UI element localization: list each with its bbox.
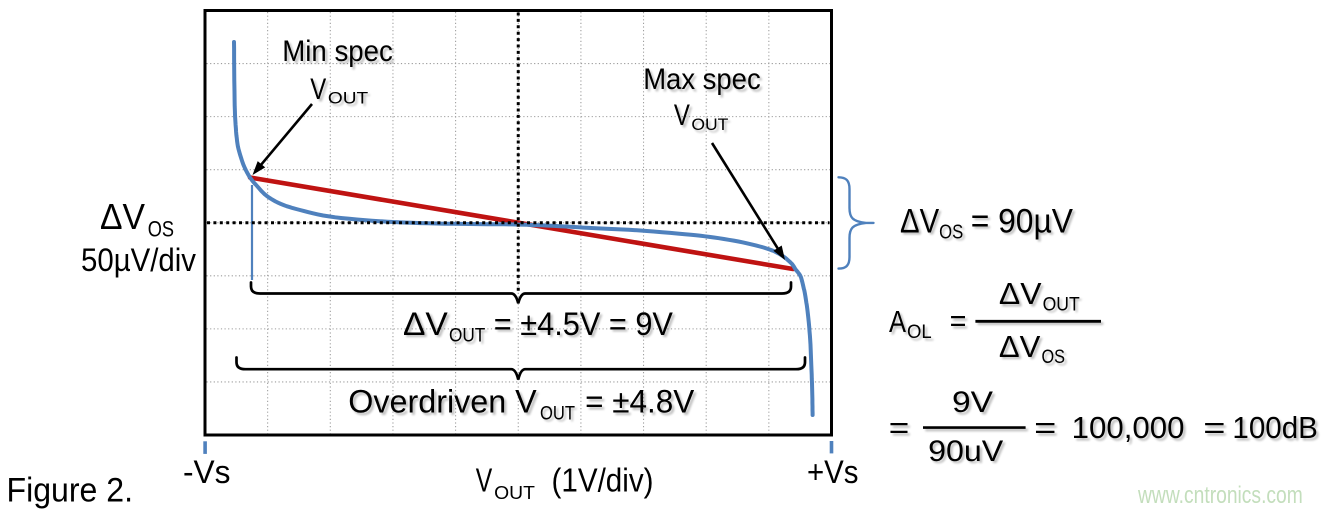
svg-text:Min spec: Min spec — [285, 37, 396, 70]
svg-text:ΔV: ΔV — [999, 329, 1041, 364]
svg-text:OUT: OUT — [451, 328, 488, 349]
svg-text:V: V — [476, 462, 493, 499]
svg-text:OS: OS — [939, 221, 963, 243]
svg-text:ΔV: ΔV — [405, 308, 450, 344]
svg-text:Overdriven V: Overdriven V — [351, 386, 540, 422]
svg-text:100dB: 100dB — [1235, 412, 1321, 447]
svg-text:OUT: OUT — [694, 118, 731, 136]
svg-text:=: = — [950, 303, 967, 338]
svg-text:Figure 2.: Figure 2. — [7, 472, 134, 510]
svg-text:OUT: OUT — [328, 90, 368, 108]
svg-text:ΔV: ΔV — [999, 276, 1042, 311]
svg-text:V: V — [310, 73, 326, 106]
svg-text:50µV/div: 50µV/div — [81, 242, 196, 278]
svg-text:OL: OL — [909, 324, 934, 345]
svg-text:OS: OS — [1044, 349, 1068, 370]
svg-text:=: = — [1034, 410, 1056, 445]
svg-text:9V: 9V — [954, 389, 995, 422]
svg-text:OS: OS — [1042, 347, 1066, 368]
svg-text:= ±4.5V = 9V: = ±4.5V = 9V — [496, 308, 675, 344]
svg-text:-Vs: -Vs — [183, 454, 231, 490]
svg-text:ΔV: ΔV — [902, 205, 941, 243]
svg-text:A: A — [889, 304, 906, 339]
svg-text:ΔV: ΔV — [900, 202, 939, 240]
svg-text:OS: OS — [941, 224, 965, 246]
svg-text:=: = — [1203, 410, 1225, 445]
svg-text:V: V — [313, 75, 329, 108]
svg-text:V: V — [676, 102, 692, 135]
svg-text:ΔV: ΔV — [1001, 331, 1043, 366]
svg-text:= ±4.8V: = ±4.8V — [585, 384, 695, 420]
svg-text:9V: 9V — [952, 386, 993, 419]
svg-text:OUT: OUT — [1043, 294, 1080, 315]
svg-text:90uV: 90uV — [928, 435, 1003, 468]
svg-text:Min spec: Min spec — [282, 35, 393, 68]
svg-text:OUT: OUT — [691, 116, 728, 134]
svg-text:www.cntronics.com: www.cntronics.com — [1137, 482, 1303, 509]
svg-text:OUT: OUT — [449, 326, 486, 347]
svg-text:ΔV: ΔV — [1001, 278, 1044, 313]
svg-text:=: = — [889, 410, 910, 445]
svg-text:OUT: OUT — [542, 406, 577, 427]
svg-text:= ±4.8V: = ±4.8V — [587, 386, 697, 422]
svg-text:A: A — [891, 307, 908, 342]
svg-text:V: V — [674, 99, 690, 132]
svg-text:90uV: 90uV — [930, 437, 1005, 470]
svg-text:OS: OS — [148, 217, 174, 242]
svg-text:=: = — [1206, 412, 1228, 447]
svg-text:OL: OL — [907, 322, 932, 343]
svg-text:=: = — [1036, 412, 1058, 447]
svg-text:= 90µV: = 90µV — [971, 202, 1074, 240]
svg-text:OUT: OUT — [540, 403, 575, 424]
svg-text:= ±4.5V = 9V: = ±4.5V = 9V — [494, 306, 673, 342]
svg-text:OUT: OUT — [494, 482, 535, 503]
svg-text:Max spec: Max spec — [643, 63, 761, 96]
svg-text:+Vs: +Vs — [807, 454, 859, 490]
svg-text:=: = — [891, 412, 912, 447]
svg-text:Overdriven V: Overdriven V — [348, 384, 537, 420]
svg-text:100,000: 100,000 — [1072, 410, 1185, 445]
svg-text:ΔV: ΔV — [403, 306, 448, 342]
svg-text:100,000: 100,000 — [1074, 412, 1187, 447]
svg-text:(1V/div): (1V/div) — [552, 462, 654, 499]
svg-text:= 90µV: = 90µV — [973, 205, 1076, 243]
svg-text:100dB: 100dB — [1232, 410, 1318, 445]
svg-text:OUT: OUT — [1045, 297, 1082, 318]
svg-text:=: = — [952, 305, 969, 340]
svg-text:ΔV: ΔV — [100, 196, 145, 237]
svg-text:OUT: OUT — [330, 92, 370, 110]
svg-text:Max spec: Max spec — [646, 66, 764, 99]
